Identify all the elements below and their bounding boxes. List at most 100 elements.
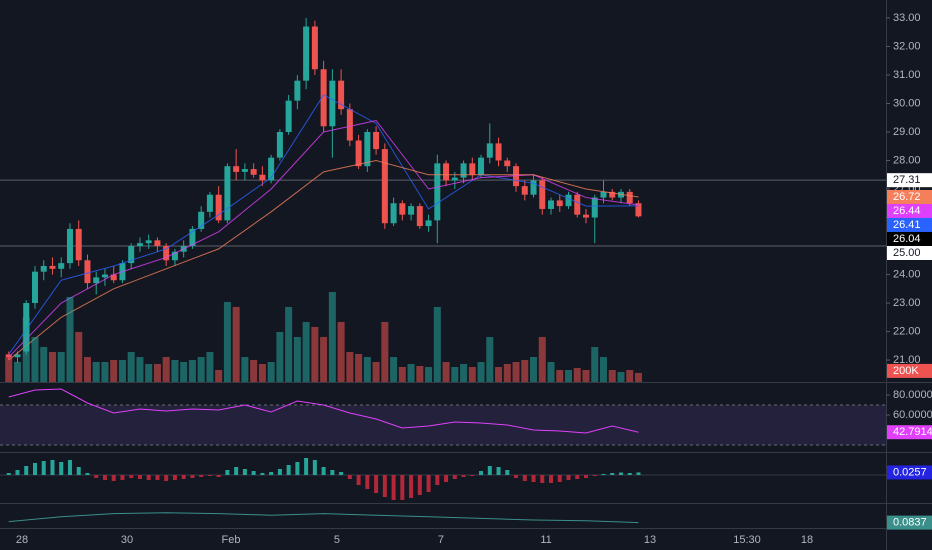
- level-label: 27.31: [893, 174, 921, 186]
- volume-bar: [153, 363, 161, 382]
- histogram-bar: [400, 475, 405, 500]
- volume-bar: [118, 359, 126, 382]
- histogram-bar: [6, 473, 11, 475]
- candle-body: [128, 246, 135, 264]
- histogram-bar: [225, 470, 230, 475]
- x-tick-label: 5: [334, 534, 340, 546]
- histogram-bar: [15, 470, 20, 475]
- indicator-line: [8, 388, 639, 434]
- candle-body: [381, 149, 388, 224]
- candle-body: [206, 194, 213, 212]
- level-label-box: [887, 245, 932, 260]
- histogram-bar: [522, 475, 527, 481]
- candle-body: [14, 354, 21, 358]
- volume-bar: [512, 361, 520, 382]
- candle-body: [408, 206, 415, 215]
- volume-bar: [634, 372, 642, 382]
- candle-body: [136, 243, 143, 247]
- histogram-bar: [409, 475, 414, 498]
- volume-bar: [241, 356, 249, 382]
- candle-body: [539, 180, 546, 209]
- candle-body: [40, 265, 47, 272]
- moving-average: [8, 120, 639, 358]
- histogram-bar: [286, 465, 291, 475]
- y-tick-label: 21.00: [893, 354, 921, 366]
- volume-bar: [215, 369, 223, 382]
- candle-body: [583, 214, 590, 218]
- histogram-bar: [207, 475, 212, 476]
- candle-body: [626, 191, 633, 204]
- candle-body: [5, 354, 12, 358]
- volume-bar: [162, 356, 170, 382]
- candle-body: [416, 206, 423, 227]
- candle-body: [591, 197, 598, 218]
- volume-bar: [48, 351, 56, 382]
- candle-body: [434, 163, 441, 221]
- histogram-bar: [549, 475, 554, 483]
- histogram-bar: [356, 475, 361, 485]
- histogram-bar: [592, 475, 597, 476]
- y-tick-label: 30.00: [893, 97, 921, 109]
- y-tick-label: 60.0000: [893, 409, 932, 421]
- histogram-bar: [41, 461, 46, 475]
- histogram-bar: [102, 475, 107, 480]
- volume-bar: [31, 336, 39, 382]
- volume-bar: [276, 331, 284, 382]
- volume-bar: [591, 346, 599, 382]
- histogram-bar: [496, 467, 501, 475]
- volume-bar: [57, 351, 65, 382]
- histogram-bar: [610, 473, 615, 475]
- volume-bar: [416, 365, 424, 382]
- volume-bar: [40, 346, 48, 382]
- ma-label-box: [887, 203, 932, 218]
- volume-bar: [285, 306, 293, 382]
- volume-bar: [92, 361, 100, 382]
- x-tick-label: 15:30: [733, 534, 761, 546]
- volume-bar: [337, 321, 345, 382]
- indicator-value-label-box: [887, 515, 932, 530]
- volume-bar: [66, 296, 74, 382]
- ma-label: 26.44: [893, 205, 921, 217]
- y-tick-label: 23.00: [893, 297, 921, 309]
- histogram-bar: [374, 475, 379, 493]
- candle-body: [530, 180, 537, 195]
- indicator-value-label: 42.7914: [893, 426, 932, 438]
- volume-bar: [398, 366, 406, 382]
- candle-body: [259, 174, 266, 181]
- volume-bar: [617, 371, 625, 382]
- histogram-bar: [339, 472, 344, 475]
- histogram-bar: [129, 475, 134, 478]
- y-tick-label: 80.0000: [893, 389, 932, 401]
- volume-bar: [13, 361, 21, 382]
- candle-body: [320, 69, 327, 127]
- candle-body: [66, 228, 73, 264]
- volume-bar: [407, 363, 415, 382]
- histogram-bar: [312, 460, 317, 475]
- candle-body: [154, 240, 161, 247]
- y-tick-label: 22.00: [893, 325, 921, 337]
- candle-body: [93, 277, 100, 284]
- histogram-bar: [260, 473, 265, 475]
- volume-bar: [145, 363, 153, 382]
- level-label: 25.00: [893, 247, 921, 259]
- ma-label-box: [887, 189, 932, 204]
- volume-bar: [5, 356, 13, 382]
- candle-body: [163, 246, 170, 261]
- indicator-value-label: 0.0837: [893, 517, 927, 529]
- histogram-bar: [531, 475, 536, 482]
- volume-bar: [582, 369, 590, 382]
- volume-bar: [188, 359, 196, 382]
- histogram-bar: [444, 475, 449, 482]
- candle-body: [329, 80, 336, 127]
- volume-bar: [101, 361, 109, 382]
- volume-bar: [565, 369, 573, 382]
- candle-body: [303, 26, 310, 81]
- ma-label: 26.72: [893, 191, 921, 203]
- histogram-bar: [505, 470, 510, 475]
- volume-bar: [468, 366, 476, 382]
- histogram-bar: [636, 472, 641, 475]
- volume-bar: [75, 331, 83, 382]
- volume-bar: [250, 359, 258, 382]
- volume-bar: [503, 363, 511, 382]
- histogram-bar: [627, 473, 632, 475]
